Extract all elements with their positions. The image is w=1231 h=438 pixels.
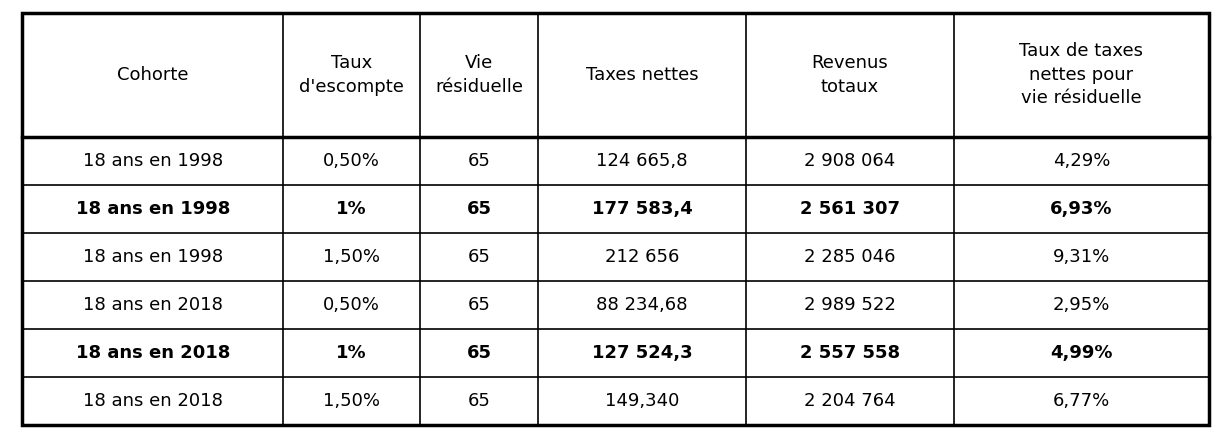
- Text: 18 ans en 2018: 18 ans en 2018: [82, 296, 223, 314]
- Text: 65: 65: [467, 200, 491, 218]
- Text: 18 ans en 1998: 18 ans en 1998: [75, 200, 230, 218]
- Text: 149,340: 149,340: [604, 392, 680, 410]
- Text: 6,77%: 6,77%: [1053, 392, 1110, 410]
- Text: 2 561 307: 2 561 307: [800, 200, 900, 218]
- Text: 65: 65: [468, 392, 490, 410]
- Text: Cohorte: Cohorte: [117, 66, 188, 84]
- Text: 124 665,8: 124 665,8: [597, 152, 688, 170]
- Text: Vie
résiduelle: Vie résiduelle: [435, 54, 523, 95]
- Text: 88 234,68: 88 234,68: [597, 296, 688, 314]
- Text: 6,93%: 6,93%: [1050, 200, 1113, 218]
- Text: 18 ans en 1998: 18 ans en 1998: [82, 152, 223, 170]
- Text: 2 989 522: 2 989 522: [804, 296, 896, 314]
- Text: 212 656: 212 656: [604, 248, 680, 266]
- Text: 9,31%: 9,31%: [1053, 248, 1110, 266]
- Text: 0,50%: 0,50%: [323, 296, 380, 314]
- Text: 2 204 764: 2 204 764: [804, 392, 896, 410]
- Text: 1,50%: 1,50%: [323, 392, 380, 410]
- Text: 65: 65: [467, 344, 491, 362]
- Text: 127 524,3: 127 524,3: [592, 344, 693, 362]
- Text: 4,29%: 4,29%: [1053, 152, 1110, 170]
- Text: 2,95%: 2,95%: [1053, 296, 1110, 314]
- Text: 0,50%: 0,50%: [323, 152, 380, 170]
- Text: 18 ans en 1998: 18 ans en 1998: [82, 248, 223, 266]
- Text: 18 ans en 2018: 18 ans en 2018: [82, 392, 223, 410]
- Text: 4,99%: 4,99%: [1050, 344, 1113, 362]
- Text: 177 583,4: 177 583,4: [592, 200, 693, 218]
- Text: Taux de taxes
nettes pour
vie résiduelle: Taux de taxes nettes pour vie résiduelle: [1019, 42, 1144, 107]
- Text: Taux
d'escompte: Taux d'escompte: [299, 54, 404, 95]
- Text: 2 285 046: 2 285 046: [804, 248, 896, 266]
- Text: 1,50%: 1,50%: [323, 248, 380, 266]
- Text: 18 ans en 2018: 18 ans en 2018: [75, 344, 230, 362]
- Text: 65: 65: [468, 296, 490, 314]
- Text: 65: 65: [468, 248, 490, 266]
- Text: 2 557 558: 2 557 558: [800, 344, 900, 362]
- Text: 1%: 1%: [336, 344, 367, 362]
- Text: 2 908 064: 2 908 064: [804, 152, 895, 170]
- Text: 65: 65: [468, 152, 490, 170]
- Text: 1%: 1%: [336, 200, 367, 218]
- Text: Revenus
totaux: Revenus totaux: [811, 54, 889, 95]
- Text: Taxes nettes: Taxes nettes: [586, 66, 698, 84]
